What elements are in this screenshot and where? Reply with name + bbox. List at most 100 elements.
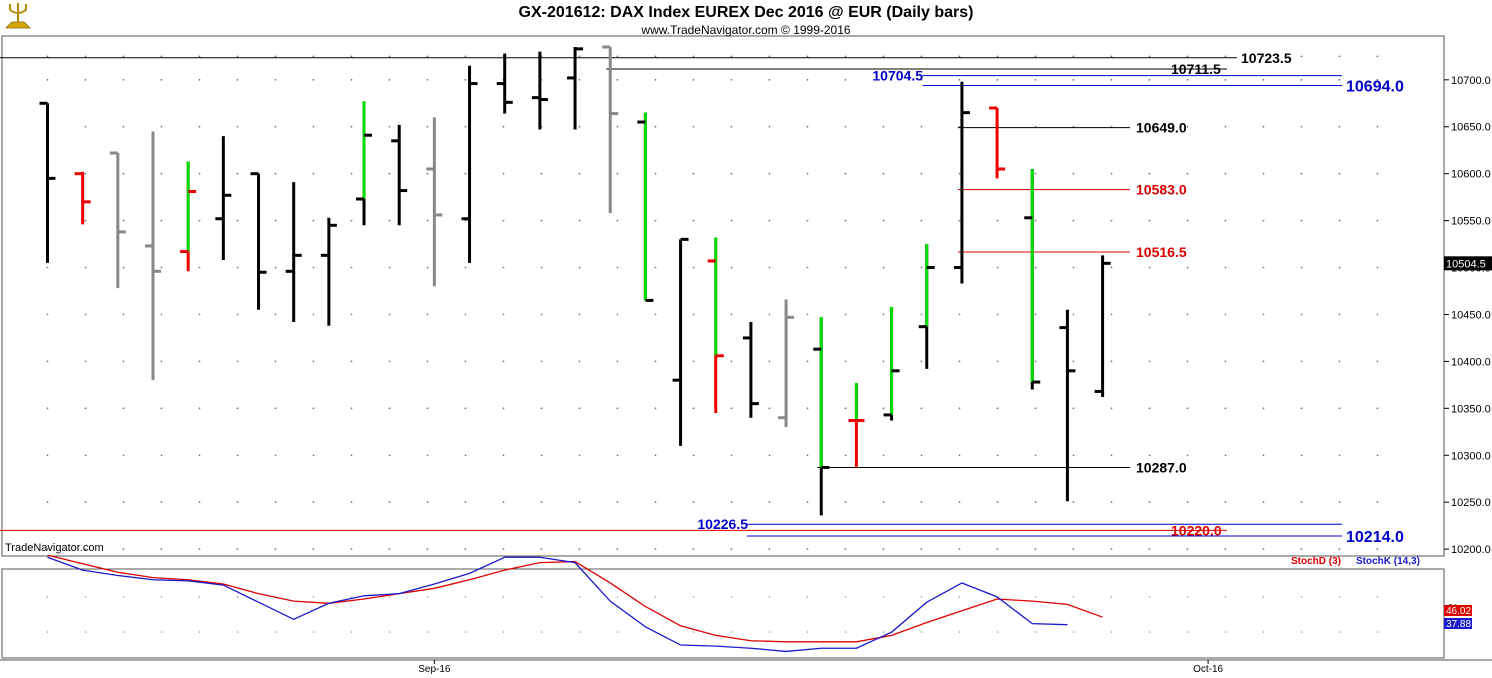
grid-dot [426, 219, 429, 222]
grid-dot [1376, 501, 1379, 504]
grid-dot [388, 548, 391, 551]
grid-dot [578, 266, 581, 269]
grid-dot [160, 313, 163, 316]
grid-dot [1110, 548, 1113, 551]
grid-dot [274, 219, 277, 222]
level-label: 10220.0 [1171, 522, 1222, 538]
grid-dot [844, 55, 847, 58]
grid-dot [1376, 172, 1379, 175]
grid-dot [1034, 360, 1037, 363]
grid-dot [502, 125, 505, 128]
grid-dot [312, 219, 315, 222]
grid-dot [806, 172, 809, 175]
grid-dot [1300, 78, 1303, 81]
grid-dot [160, 407, 163, 410]
y-tick-label: 10200.0 [1451, 544, 1491, 556]
level-label: 10287.0 [1136, 459, 1187, 475]
osc-grid-dot [1034, 631, 1037, 633]
grid-dot [198, 78, 201, 81]
grid-dot [198, 407, 201, 410]
osc-grid-dot [388, 631, 391, 633]
grid-dot [882, 454, 885, 457]
osc-grid-dot [84, 631, 87, 633]
grid-dot [1034, 78, 1037, 81]
grid-dot [540, 454, 543, 457]
grid-dot [274, 266, 277, 269]
grid-dot [616, 407, 619, 410]
osc-grid-dot [1072, 596, 1075, 598]
grid-dot [1262, 55, 1265, 58]
grid-dot [388, 360, 391, 363]
osc-grid-dot [464, 596, 467, 598]
grid-dot [198, 125, 201, 128]
grid-dot [350, 313, 353, 316]
grid-dot [616, 125, 619, 128]
grid-dot [312, 360, 315, 363]
osc-grid-dot [844, 631, 847, 633]
grid-dot [844, 548, 847, 551]
current-price-label: 10504.5 [1446, 258, 1486, 270]
grid-dot [730, 407, 733, 410]
grid-dot [806, 313, 809, 316]
grid-dot [806, 78, 809, 81]
grid-dot [426, 407, 429, 410]
grid-dot [692, 78, 695, 81]
grid-dot [84, 55, 87, 58]
osc-grid-dot [768, 596, 771, 598]
grid-dot [122, 172, 125, 175]
grid-dot [920, 360, 923, 363]
stoch-k-value: 37.88 [1446, 619, 1471, 630]
grid-dot [920, 313, 923, 316]
osc-grid-dot [388, 596, 391, 598]
grid-dot [1034, 407, 1037, 410]
level-label: 10723.5 [1241, 50, 1292, 66]
grid-dot [388, 125, 391, 128]
grid-dot [996, 219, 999, 222]
grid-dot [578, 360, 581, 363]
grid-dot [996, 55, 999, 58]
grid-dot [540, 548, 543, 551]
grid-dot [274, 78, 277, 81]
grid-dot [654, 125, 657, 128]
grid-dot [578, 55, 581, 58]
grid-dot [84, 78, 87, 81]
grid-dot [236, 454, 239, 457]
grid-dot [464, 172, 467, 175]
grid-dot [388, 219, 391, 222]
x-tick-label: Sep-16 [418, 664, 451, 675]
grid-dot [654, 548, 657, 551]
grid-dot [1186, 266, 1189, 269]
grid-dot [1186, 407, 1189, 410]
grid-dot [882, 313, 885, 316]
grid-dot [1376, 407, 1379, 410]
osc-grid-dot [1338, 596, 1341, 598]
grid-dot [426, 78, 429, 81]
osc-grid-dot [236, 631, 239, 633]
grid-dot [806, 55, 809, 58]
grid-dot [464, 548, 467, 551]
grid-dot [920, 407, 923, 410]
grid-dot [730, 55, 733, 58]
grid-dot [274, 313, 277, 316]
grid-dot [502, 313, 505, 316]
grid-dot [198, 219, 201, 222]
grid-dot [1224, 407, 1227, 410]
grid-dot [46, 454, 49, 457]
grid-dot [274, 55, 277, 58]
grid-dot [388, 313, 391, 316]
grid-dot [1338, 78, 1341, 81]
grid-dot [464, 78, 467, 81]
grid-dot [350, 55, 353, 58]
level-label: 10516.5 [1136, 244, 1187, 260]
grid-dot [1072, 360, 1075, 363]
grid-dot [1110, 501, 1113, 504]
grid-dot [84, 501, 87, 504]
osc-grid-dot [692, 631, 695, 633]
grid-dot [540, 266, 543, 269]
grid-dot [388, 55, 391, 58]
grid-dot [1186, 172, 1189, 175]
grid-dot [46, 78, 49, 81]
grid-dot [1072, 78, 1075, 81]
